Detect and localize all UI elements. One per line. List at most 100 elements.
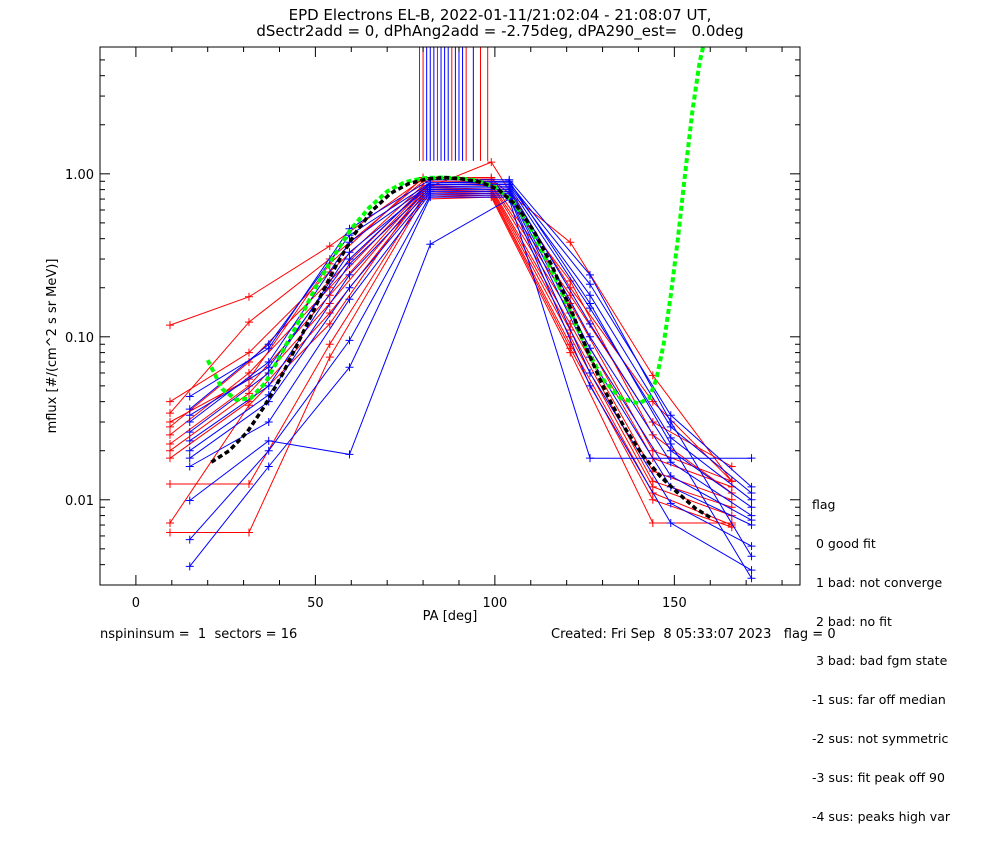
legend-entry: -2 sus: not symmetric: [812, 731, 949, 746]
series-line: [189, 194, 752, 547]
data-point: [666, 471, 675, 480]
data-point: [586, 368, 594, 377]
data-point: [264, 381, 273, 390]
y-tick-label: 1.00: [65, 168, 94, 183]
legend-entry: 0 good fit: [812, 536, 876, 551]
data-point: [264, 462, 273, 471]
data-point: [747, 574, 756, 583]
plot-frame: [99, 46, 801, 586]
data-point: [426, 193, 435, 202]
series-line: [189, 190, 752, 521]
data-point: [244, 479, 253, 488]
data-point: [487, 158, 496, 167]
series-line: [189, 184, 752, 494]
y-axis-label: mflux [#/(cm^2 s sr MeV)]: [45, 259, 60, 434]
data-point: [345, 248, 354, 257]
x-tick-label: 100: [482, 596, 507, 611]
data-point: [566, 348, 575, 357]
data-point: [648, 519, 657, 528]
data-point: [747, 489, 756, 498]
series-line: [170, 196, 732, 533]
series-line: [169, 178, 733, 482]
data-point: [586, 332, 594, 341]
data-point: [666, 519, 675, 528]
data-point: [185, 392, 194, 401]
data-point: [264, 446, 273, 455]
data-point: [666, 454, 675, 463]
data-point: [345, 363, 354, 372]
chart-title: EPD Electrons EL-B, 2022-01-11/21:02:04 …: [288, 6, 712, 24]
legend-entry: -1 sus: far off median: [812, 692, 946, 707]
data-point: [727, 503, 736, 512]
data-point: [166, 479, 174, 488]
data-point: [244, 318, 253, 327]
data-point: [185, 436, 194, 445]
data-point: [345, 270, 354, 279]
data-point: [264, 418, 273, 427]
data-point: [426, 240, 435, 249]
data-point: [185, 418, 194, 427]
data-point: [345, 450, 354, 459]
footer-right: Created: Fri Sep 8 05:33:07 2023 flag = …: [551, 627, 836, 642]
data-point: [666, 446, 675, 455]
series-line: [189, 179, 752, 557]
data-point: [185, 562, 194, 571]
data-point: [727, 477, 736, 486]
series-line: [170, 194, 732, 528]
footer-left: nspininsum = 1 sectors = 16: [100, 627, 298, 642]
x-axis-label: PA [deg]: [423, 609, 478, 624]
legend-entry: -3 sus: fit peak off 90: [812, 770, 945, 785]
data-point: [264, 436, 273, 445]
data-point: [185, 535, 194, 544]
legend-entry: 2 bad: no fit: [812, 614, 892, 629]
data-point: [166, 418, 174, 427]
data-point: [345, 295, 354, 304]
data-point: [345, 336, 354, 345]
data-point: [185, 454, 194, 463]
data-point: [325, 319, 334, 328]
data-point: [244, 389, 253, 398]
series-line: [189, 196, 752, 571]
y-tick-label: 0.01: [65, 494, 94, 509]
y-tick-label: 0.10: [65, 331, 94, 346]
data-layer: [166, 47, 756, 583]
pitch-angle-chart: EPD Electrons EL-B, 2022-01-11/21:02:04 …: [45, 6, 950, 823]
legend-entry: 1 bad: not converge: [812, 575, 943, 590]
data-point: [747, 552, 756, 561]
data-point: [166, 528, 174, 537]
series-line: [169, 183, 732, 482]
data-point: [244, 401, 253, 410]
data-point: [166, 430, 174, 439]
data-point: [666, 499, 675, 508]
data-point: [185, 496, 194, 505]
data-point: [166, 321, 174, 330]
legend-entry: 3 bad: bad fgm state: [812, 653, 948, 668]
data-point: [747, 566, 756, 575]
data-point: [747, 521, 756, 530]
data-point: [325, 353, 334, 362]
series-line: [169, 190, 732, 517]
data-point: [185, 446, 194, 455]
data-point: [747, 454, 756, 463]
x-tick-label: 50: [307, 596, 324, 611]
series-line: [189, 182, 752, 488]
data-point: [264, 363, 273, 372]
data-point: [666, 411, 675, 420]
data-point: [586, 319, 594, 328]
data-point: [487, 173, 496, 182]
chart-subtitle: dSectr2add = 0, dPhAng2add = -2.75deg, d…: [256, 22, 744, 40]
data-point: [185, 411, 194, 420]
data-point: [244, 292, 253, 301]
data-point: [244, 528, 253, 537]
data-point: [747, 495, 756, 504]
data-point: [586, 299, 594, 308]
series-line: [189, 198, 752, 501]
series-line: [189, 187, 752, 508]
data-point: [166, 409, 174, 418]
data-point: [747, 503, 756, 512]
data-point: [166, 454, 174, 463]
series-line: [189, 192, 752, 526]
data-point: [325, 242, 334, 251]
data-point: [586, 270, 594, 279]
data-point: [566, 238, 575, 247]
